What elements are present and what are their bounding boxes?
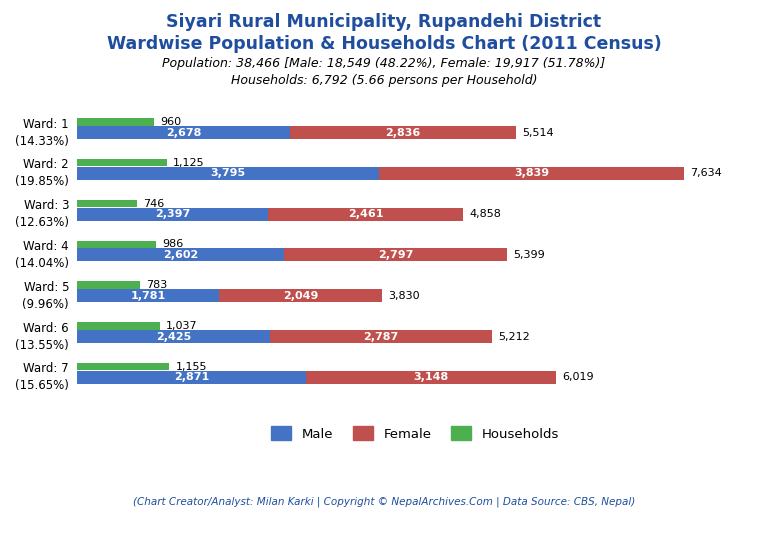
- Text: 960: 960: [160, 117, 181, 127]
- Bar: [284, 248, 507, 262]
- Text: 2,425: 2,425: [156, 331, 191, 341]
- Legend: Male, Female, Households: Male, Female, Households: [266, 421, 564, 446]
- Bar: [78, 363, 169, 370]
- Text: 2,678: 2,678: [166, 128, 201, 138]
- Text: 5,212: 5,212: [498, 331, 530, 341]
- Text: 1,781: 1,781: [131, 291, 166, 301]
- Bar: [78, 200, 137, 207]
- Bar: [78, 281, 140, 289]
- Bar: [78, 371, 306, 384]
- Text: (Chart Creator/Analyst: Milan Karki | Copyright © NepalArchives.Com | Data Sourc: (Chart Creator/Analyst: Milan Karki | Co…: [133, 496, 635, 507]
- Bar: [78, 159, 167, 167]
- Text: 746: 746: [143, 198, 164, 209]
- Bar: [78, 167, 379, 180]
- Bar: [78, 241, 156, 248]
- Text: 2,787: 2,787: [363, 331, 399, 341]
- Bar: [306, 371, 556, 384]
- Text: 1,155: 1,155: [176, 362, 207, 371]
- Bar: [78, 126, 290, 139]
- Bar: [78, 322, 160, 330]
- Text: 986: 986: [162, 240, 184, 249]
- Text: 1,037: 1,037: [166, 321, 197, 331]
- Text: 6,019: 6,019: [562, 373, 594, 382]
- Text: 5,514: 5,514: [522, 128, 554, 138]
- Text: 3,795: 3,795: [210, 168, 246, 178]
- Text: 5,399: 5,399: [513, 250, 545, 260]
- Bar: [268, 207, 464, 221]
- Text: 2,836: 2,836: [386, 128, 421, 138]
- Bar: [78, 118, 154, 126]
- Text: 783: 783: [146, 280, 167, 290]
- Text: 3,148: 3,148: [413, 373, 449, 382]
- Text: 2,602: 2,602: [163, 250, 198, 260]
- Text: 7,634: 7,634: [690, 168, 722, 178]
- Text: 2,461: 2,461: [348, 209, 383, 219]
- Bar: [78, 289, 219, 302]
- Text: 4,858: 4,858: [470, 209, 502, 219]
- Bar: [379, 167, 684, 180]
- Text: 3,830: 3,830: [388, 291, 420, 301]
- Text: 2,797: 2,797: [378, 250, 413, 260]
- Bar: [78, 248, 284, 262]
- Bar: [78, 207, 268, 221]
- Bar: [270, 330, 492, 343]
- Text: 2,049: 2,049: [283, 291, 318, 301]
- Bar: [290, 126, 515, 139]
- Text: 2,397: 2,397: [155, 209, 190, 219]
- Text: Households: 6,792 (5.66 persons per Household): Households: 6,792 (5.66 persons per Hous…: [230, 74, 538, 87]
- Text: Wardwise Population & Households Chart (2011 Census): Wardwise Population & Households Chart (…: [107, 35, 661, 53]
- Text: 3,839: 3,839: [514, 168, 549, 178]
- Text: 2,871: 2,871: [174, 373, 209, 382]
- Text: Siyari Rural Municipality, Rupandehi District: Siyari Rural Municipality, Rupandehi Dis…: [167, 13, 601, 32]
- Bar: [78, 330, 270, 343]
- Text: Population: 38,466 [Male: 18,549 (48.22%), Female: 19,917 (51.78%)]: Population: 38,466 [Male: 18,549 (48.22%…: [162, 57, 606, 70]
- Bar: [219, 289, 382, 302]
- Text: 1,125: 1,125: [173, 158, 205, 168]
